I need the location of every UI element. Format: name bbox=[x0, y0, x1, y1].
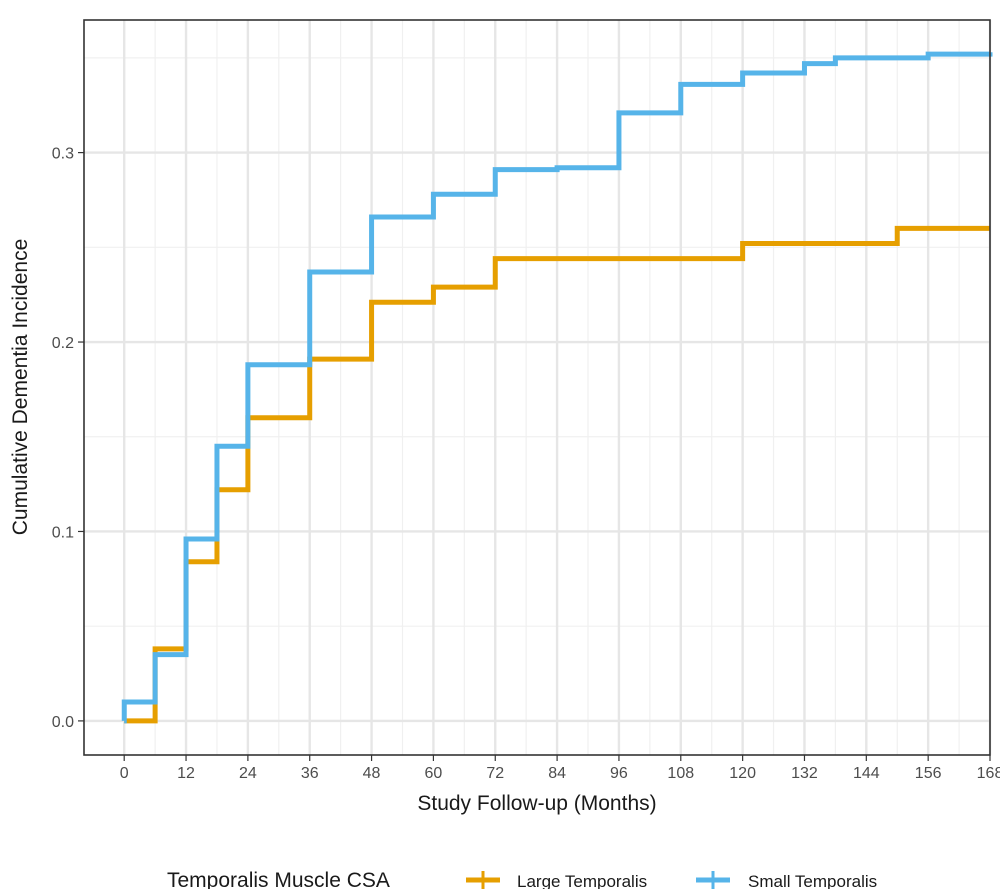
x-tick-label: 108 bbox=[667, 765, 694, 782]
y-tick-label: 0.2 bbox=[52, 335, 74, 352]
x-axis: 0 12 24 36 48 60 72 84 96 108 120 132 144 156 168 bbox=[120, 755, 1000, 782]
legend-key-small bbox=[696, 871, 730, 889]
major-gridlines bbox=[84, 20, 992, 755]
y-tick-label: 0.0 bbox=[52, 714, 74, 731]
legend-label-large: Large Temporalis bbox=[517, 872, 647, 889]
x-tick-label: 36 bbox=[301, 765, 319, 782]
x-tick-label: 48 bbox=[363, 765, 381, 782]
x-tick-label: 156 bbox=[915, 765, 942, 782]
y-tick-label: 0.1 bbox=[52, 524, 74, 541]
x-tick-label: 72 bbox=[486, 765, 504, 782]
y-axis-title: Cumulative Dementia Incidence bbox=[9, 239, 32, 535]
x-tick-label: 24 bbox=[239, 765, 257, 782]
x-axis-title: Study Follow-up (Months) bbox=[417, 792, 656, 815]
x-tick-label: 168 bbox=[977, 765, 1000, 782]
x-tick-label: 84 bbox=[548, 765, 566, 782]
y-axis: 0.0 0.1 0.2 0.3 bbox=[52, 146, 84, 731]
plot-panel-border bbox=[83, 19, 991, 756]
x-tick-label: 0 bbox=[120, 765, 129, 782]
minor-gridlines bbox=[84, 20, 990, 755]
x-tick-label: 96 bbox=[610, 765, 628, 782]
x-tick-label: 12 bbox=[177, 765, 195, 782]
legend-label-small: Small Temporalis bbox=[748, 872, 877, 889]
legend: Temporalis Muscle CSA Large Temporalis S… bbox=[167, 869, 877, 889]
x-tick-label: 144 bbox=[853, 765, 880, 782]
series-lines bbox=[121, 51, 993, 724]
series-line-small-temporalis bbox=[121, 51, 993, 724]
x-tick-label: 132 bbox=[791, 765, 818, 782]
legend-title: Temporalis Muscle CSA bbox=[167, 869, 390, 889]
legend-key-large bbox=[466, 871, 500, 889]
x-tick-label: 60 bbox=[425, 765, 443, 782]
y-tick-label: 0.3 bbox=[52, 146, 74, 163]
x-tick-label: 120 bbox=[729, 765, 756, 782]
